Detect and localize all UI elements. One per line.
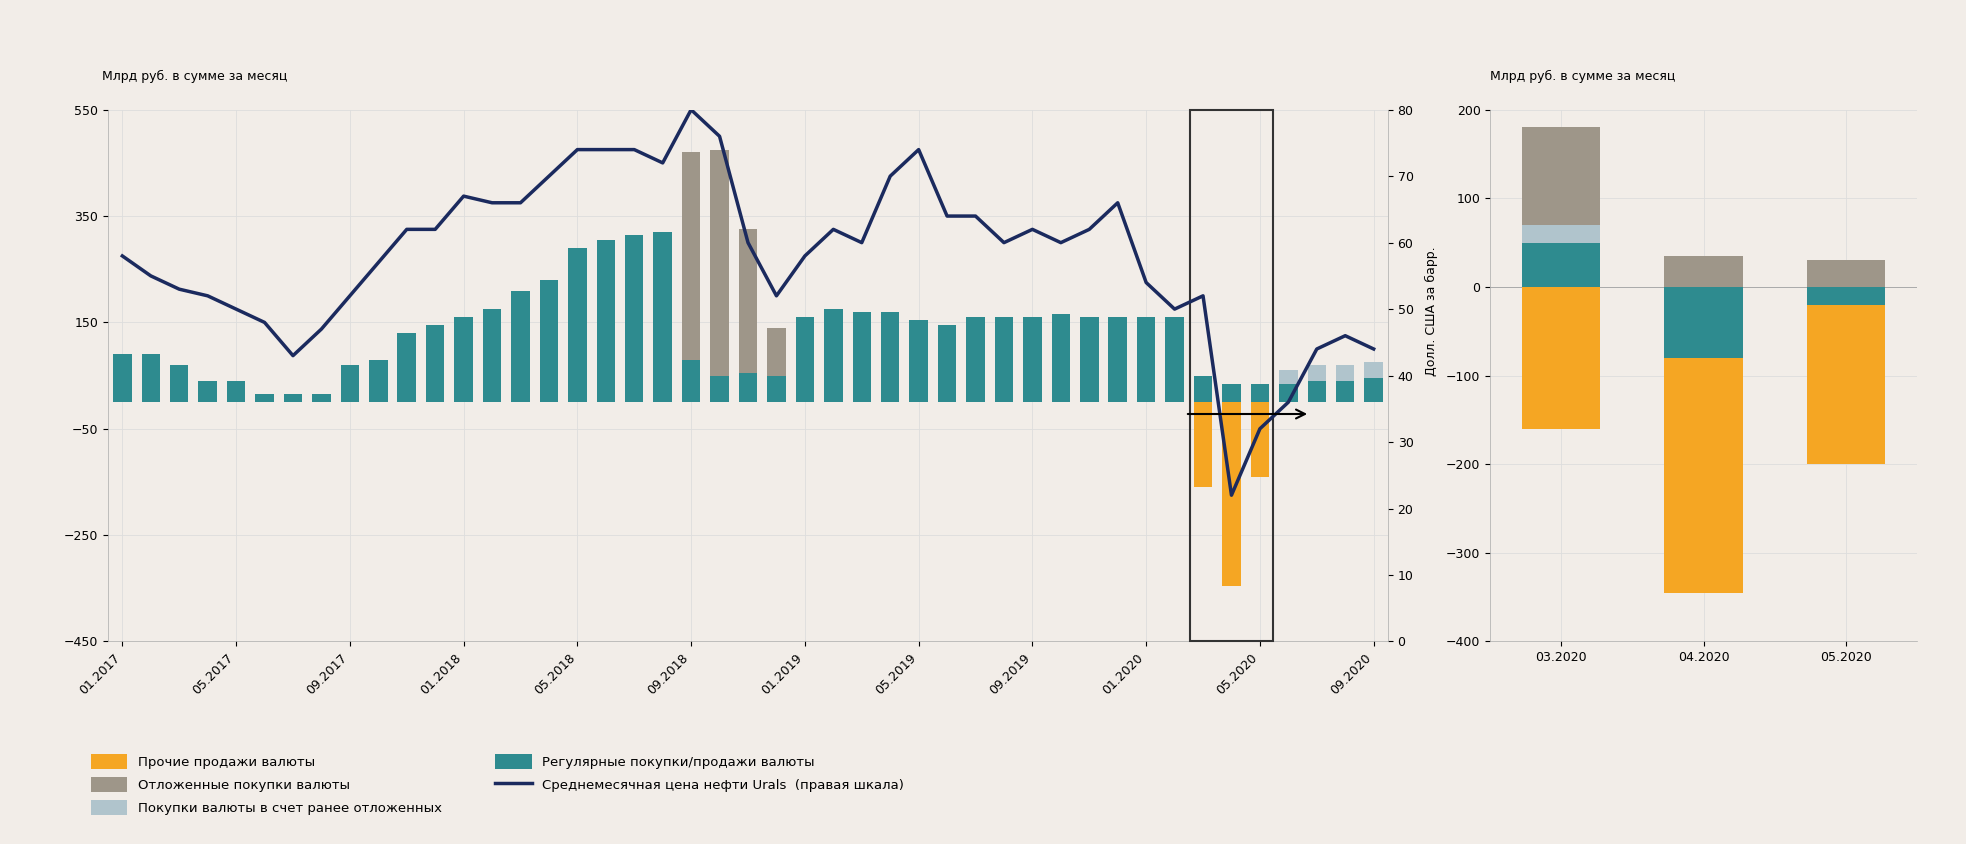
Bar — [427, 325, 444, 402]
Bar — [710, 376, 729, 402]
FancyArrowPatch shape — [1187, 409, 1305, 419]
Bar — [484, 309, 501, 402]
Bar — [541, 280, 558, 402]
Bar — [1193, 376, 1213, 402]
Y-axis label: Долл. США за барр.: Долл. США за барр. — [1425, 246, 1437, 376]
Bar — [256, 394, 273, 402]
Bar — [767, 327, 786, 376]
Bar — [1280, 371, 1298, 383]
Bar — [1022, 317, 1042, 402]
Bar — [1223, 383, 1241, 402]
Bar — [1665, 256, 1742, 287]
Bar — [767, 376, 786, 402]
Bar — [1665, 358, 1742, 592]
Bar — [1522, 287, 1600, 429]
Bar — [1307, 381, 1325, 402]
Bar — [1337, 365, 1355, 381]
Bar — [1807, 287, 1885, 305]
Bar — [625, 235, 643, 402]
Bar — [1052, 315, 1070, 402]
Bar — [1307, 365, 1325, 381]
Text: Млрд руб. в сумме за месяц: Млрд руб. в сумме за месяц — [1490, 70, 1675, 83]
Bar — [1522, 242, 1600, 287]
Bar — [1189, 110, 1272, 641]
Bar — [1665, 287, 1742, 358]
Bar — [114, 354, 132, 402]
Bar — [853, 311, 871, 402]
Bar — [824, 309, 843, 402]
Bar — [1364, 378, 1382, 402]
Bar — [340, 365, 360, 402]
Bar — [1522, 225, 1600, 242]
Bar — [910, 320, 928, 402]
Bar — [965, 317, 985, 402]
Bar — [653, 232, 672, 402]
Bar — [1280, 383, 1298, 402]
Bar — [397, 333, 417, 402]
Bar — [682, 152, 700, 360]
Bar — [1807, 305, 1885, 464]
Bar — [313, 394, 330, 402]
Bar — [226, 381, 246, 402]
Bar — [1364, 362, 1382, 378]
Bar — [1193, 402, 1213, 487]
Bar — [710, 149, 729, 376]
Bar — [511, 290, 529, 402]
Bar — [796, 317, 814, 402]
Bar — [596, 240, 615, 402]
Bar — [881, 311, 900, 402]
Bar — [1136, 317, 1156, 402]
Legend: Прочие продажи валюты, Отложенные покупки валюты, Покупки валюты в счет ранее от: Прочие продажи валюты, Отложенные покупк… — [85, 749, 910, 820]
Bar — [1250, 402, 1270, 477]
Bar — [739, 230, 757, 373]
Bar — [739, 373, 757, 402]
Bar — [1807, 260, 1885, 287]
Bar — [1223, 402, 1241, 586]
Bar — [1079, 317, 1099, 402]
Bar — [454, 317, 474, 402]
Bar — [1337, 381, 1355, 402]
Bar — [370, 360, 387, 402]
Bar — [568, 248, 586, 402]
Bar — [1250, 383, 1270, 402]
Bar — [938, 325, 955, 402]
Bar — [1166, 317, 1184, 402]
Bar — [1522, 127, 1600, 225]
Bar — [995, 317, 1012, 402]
Bar — [169, 365, 189, 402]
Bar — [199, 381, 216, 402]
Bar — [283, 394, 303, 402]
Bar — [682, 360, 700, 402]
Bar — [142, 354, 159, 402]
Text: Млрд руб. в сумме за месяц: Млрд руб. в сумме за месяц — [102, 70, 287, 83]
Bar — [1109, 317, 1127, 402]
